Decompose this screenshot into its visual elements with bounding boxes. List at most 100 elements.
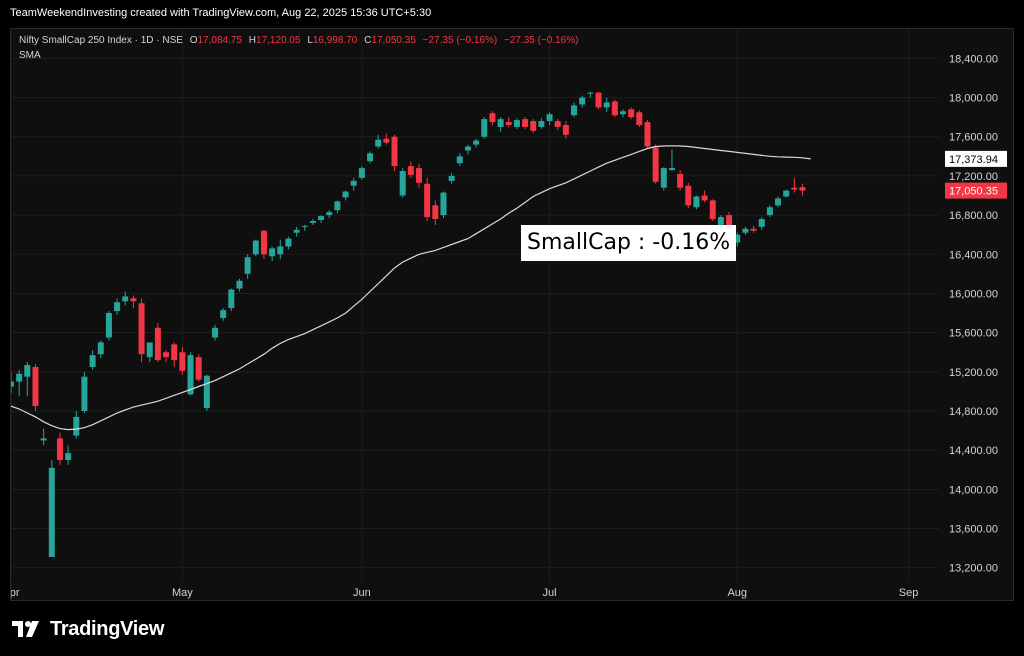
candle-down xyxy=(154,327,161,361)
candle-up xyxy=(203,375,210,409)
close-value: 17,050.35 xyxy=(371,35,416,46)
candle-up xyxy=(350,180,357,186)
candle-down xyxy=(799,187,806,191)
candle-up xyxy=(89,355,96,367)
candle-down xyxy=(130,298,137,302)
high-value: 17,120.05 xyxy=(256,35,301,46)
candle-up xyxy=(73,416,80,436)
candle-down xyxy=(652,147,659,182)
candle-up xyxy=(301,225,308,227)
candle-up xyxy=(97,342,104,355)
candle-down xyxy=(505,122,512,125)
attribution-bar: TeamWeekendInvesting created with Tradin… xyxy=(0,0,1024,26)
y-tick-label: 15,600.00 xyxy=(949,328,998,340)
candle-down xyxy=(644,122,651,147)
candle-down xyxy=(628,109,635,118)
y-tick-label: 14,000.00 xyxy=(949,484,998,496)
candlestick-chart[interactable]: 13,200.00 13,600.00 14,000.00 14,400.00 14,8… xyxy=(11,29,1014,601)
candle-up xyxy=(285,238,292,247)
candle-up xyxy=(473,140,480,145)
last-price-label: 17,050.35 xyxy=(949,186,998,198)
candle-up xyxy=(734,234,741,243)
candle-down xyxy=(138,303,145,355)
candle-down xyxy=(530,121,537,131)
candle-up xyxy=(11,381,14,387)
y-tick-label: 17,200.00 xyxy=(949,171,998,183)
candle-down xyxy=(432,205,439,220)
annotation-text: SmallCap : -0.16% xyxy=(527,230,731,255)
y-tick-label: 18,000.00 xyxy=(949,93,998,105)
candle-up xyxy=(309,220,316,223)
candle-up xyxy=(660,168,667,188)
candle-up xyxy=(318,216,325,220)
candle-up xyxy=(40,438,47,441)
candle-up xyxy=(65,453,72,460)
candle-down xyxy=(554,121,561,127)
candle-up xyxy=(220,310,227,318)
candle-down xyxy=(424,183,431,218)
x-tick-label: Aug xyxy=(727,587,747,599)
y-tick-label: 16,400.00 xyxy=(949,249,998,261)
attribution-text: TeamWeekendInvesting created with Tradin… xyxy=(10,7,432,19)
candle-up xyxy=(758,219,765,227)
close-label: C xyxy=(364,35,372,46)
low-label: L xyxy=(307,35,313,46)
tradingview-logo[interactable]: TradingView xyxy=(12,616,164,642)
candle-down xyxy=(32,366,39,407)
candle-up xyxy=(766,207,773,216)
candle-up xyxy=(620,111,626,115)
candle-up xyxy=(668,168,675,171)
candle-up xyxy=(187,355,194,395)
text-annotation[interactable]: SmallCap : -0.16% xyxy=(521,225,737,261)
y-tick-label: 16,000.00 xyxy=(949,288,998,300)
y-tick-label: 13,600.00 xyxy=(949,524,998,536)
candle-up xyxy=(252,240,259,255)
candle-down xyxy=(709,200,716,220)
symbol-name: Nifty SmallCap 250 Index · 1D · NSE xyxy=(19,35,183,46)
candle-up xyxy=(497,119,504,127)
candle-up xyxy=(81,376,88,411)
x-tick-label: Sep xyxy=(899,587,919,599)
candle-down xyxy=(562,124,569,135)
candle-up xyxy=(448,175,455,181)
y-tick-label: 16,800.00 xyxy=(949,210,998,222)
candle-up xyxy=(326,212,333,216)
sma-price-label: 17,373.94 xyxy=(949,154,998,166)
candle-down xyxy=(489,113,496,123)
symbol-legend: Nifty SmallCap 250 Index · 1D · NSE O17,… xyxy=(19,34,578,48)
x-tick-label: May xyxy=(172,587,193,599)
candle-up xyxy=(269,248,276,257)
candle-up xyxy=(277,246,284,255)
candle-up xyxy=(48,467,55,557)
candle-up xyxy=(146,342,153,358)
y-tick-label: 17,600.00 xyxy=(949,132,998,144)
candle-down xyxy=(416,168,422,183)
candle-up xyxy=(16,373,23,382)
candle-down xyxy=(701,195,708,201)
candle-up xyxy=(114,302,121,312)
candle-up xyxy=(717,217,724,225)
candle-up xyxy=(293,229,300,233)
candle-up xyxy=(342,191,349,198)
candle-up xyxy=(546,114,553,122)
low-value: 16,998.70 xyxy=(312,35,358,46)
sma-indicator-label[interactable]: SMA xyxy=(19,50,41,61)
y-tick-label: 14,800.00 xyxy=(949,406,998,418)
candle-up xyxy=(603,102,610,108)
sma-price-label-bg xyxy=(945,150,1007,167)
candle-up xyxy=(513,120,520,127)
candle-down xyxy=(611,101,618,116)
footer xyxy=(0,601,1024,656)
open-value: 17,084.75 xyxy=(197,35,243,46)
candle-up xyxy=(122,296,129,302)
change-value: −27.35 (−0.16%) xyxy=(422,35,498,46)
x-tick-label: Apr xyxy=(11,587,20,599)
candle-down xyxy=(685,185,692,206)
candle-up xyxy=(587,92,594,94)
y-tick-label: 15,200.00 xyxy=(949,367,998,379)
indicator-legend[interactable]: SMA xyxy=(19,50,41,61)
chart-area[interactable]: 13,200.00 13,600.00 14,000.00 14,400.00 14,8… xyxy=(10,28,1014,601)
candle-down xyxy=(595,92,602,108)
candle-up xyxy=(24,364,31,377)
candle-up xyxy=(212,327,218,338)
